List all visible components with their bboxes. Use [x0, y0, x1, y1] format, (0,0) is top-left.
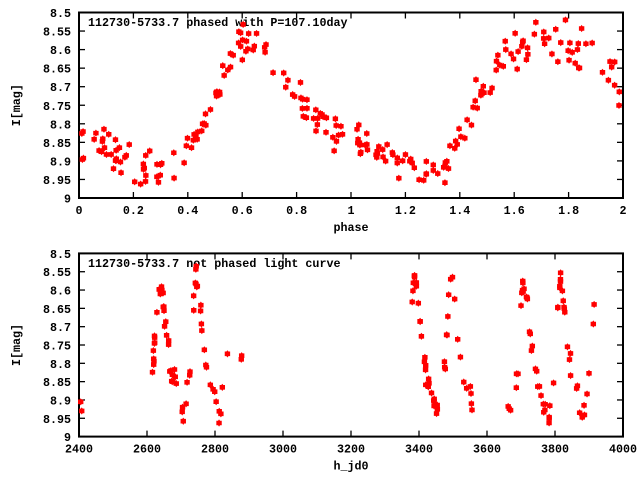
- svg-text:I[mag]: I[mag]: [10, 324, 24, 366]
- svg-text:9: 9: [64, 431, 71, 445]
- svg-text:4000: 4000: [609, 443, 637, 457]
- svg-text:0.4: 0.4: [177, 204, 198, 218]
- svg-text:8.95: 8.95: [43, 413, 71, 427]
- svg-text:8.85: 8.85: [43, 376, 71, 390]
- svg-text:phase: phase: [333, 221, 368, 235]
- svg-text:8.8: 8.8: [50, 358, 71, 372]
- svg-text:8.6: 8.6: [50, 44, 71, 58]
- svg-text:9: 9: [64, 193, 71, 207]
- svg-text:8.65: 8.65: [43, 303, 71, 317]
- svg-text:1.8: 1.8: [558, 204, 579, 218]
- svg-text:0.8: 0.8: [286, 204, 307, 218]
- svg-text:8.5: 8.5: [50, 7, 71, 21]
- svg-text:8.55: 8.55: [43, 26, 71, 40]
- svg-text:0.2: 0.2: [123, 204, 144, 218]
- svg-text:I[mag]: I[mag]: [10, 84, 24, 126]
- svg-text:2600: 2600: [133, 443, 161, 457]
- svg-text:h_jd0: h_jd0: [333, 460, 368, 474]
- svg-text:8.7: 8.7: [50, 321, 71, 335]
- svg-text:112730-5733.7 phased with P=10: 112730-5733.7 phased with P=107.10day: [88, 16, 348, 30]
- svg-text:112730-5733.7 not phased light: 112730-5733.7 not phased light curve: [88, 257, 341, 271]
- svg-text:8.75: 8.75: [43, 100, 71, 114]
- svg-text:8.95: 8.95: [43, 174, 71, 188]
- svg-text:8.9: 8.9: [50, 155, 71, 169]
- svg-text:2: 2: [619, 204, 626, 218]
- svg-text:8.55: 8.55: [43, 266, 71, 280]
- svg-text:0.6: 0.6: [232, 204, 253, 218]
- svg-text:8.7: 8.7: [50, 81, 71, 95]
- svg-text:1.2: 1.2: [395, 204, 416, 218]
- svg-text:2800: 2800: [201, 443, 229, 457]
- svg-text:0: 0: [75, 204, 82, 218]
- svg-text:8.6: 8.6: [50, 285, 71, 299]
- svg-text:3800: 3800: [541, 443, 569, 457]
- svg-text:1: 1: [347, 204, 354, 218]
- svg-text:8.9: 8.9: [50, 395, 71, 409]
- svg-text:1.6: 1.6: [504, 204, 525, 218]
- svg-text:8.65: 8.65: [43, 63, 71, 77]
- svg-text:3000: 3000: [269, 443, 297, 457]
- svg-text:8.85: 8.85: [43, 137, 71, 151]
- svg-text:8.8: 8.8: [50, 118, 71, 132]
- svg-text:3200: 3200: [337, 443, 365, 457]
- svg-text:3600: 3600: [473, 443, 501, 457]
- svg-text:3400: 3400: [405, 443, 433, 457]
- svg-text:8.75: 8.75: [43, 340, 71, 354]
- svg-text:1.4: 1.4: [449, 204, 470, 218]
- svg-text:8.5: 8.5: [50, 248, 71, 262]
